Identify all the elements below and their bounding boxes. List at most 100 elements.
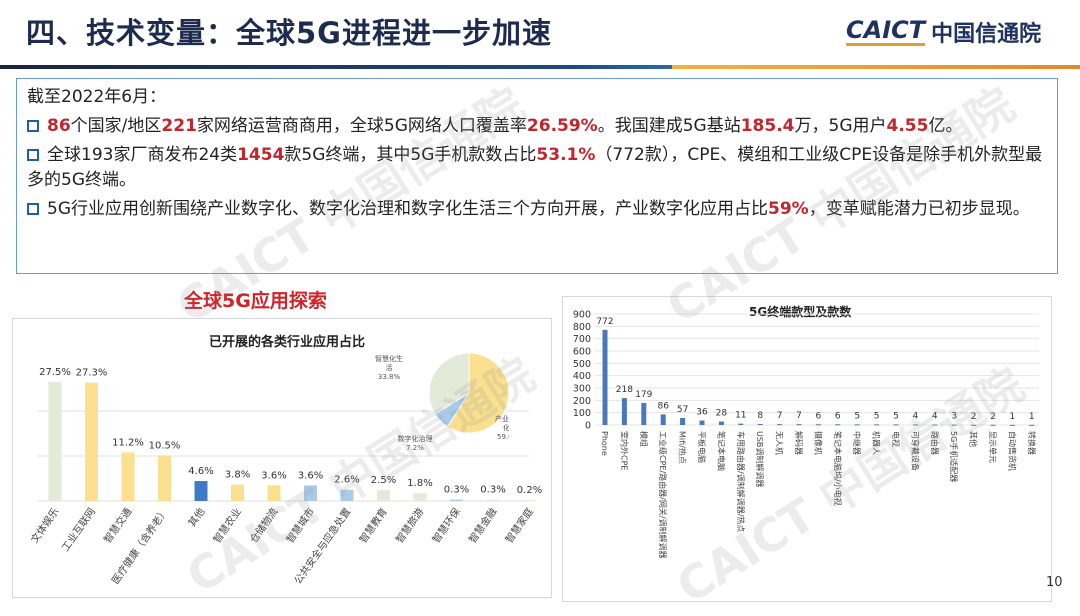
highlight-value: 59% xyxy=(768,199,809,219)
svg-text:摄像机: 摄像机 xyxy=(813,431,823,455)
svg-text:机器人: 机器人 xyxy=(872,431,882,455)
svg-text:100: 100 xyxy=(573,408,591,419)
industry-application-chart: 已开展的各类行业应用占比 27.5% 文体娱乐 27.3% 工业互联网 11.2% 智慧交… xyxy=(12,318,552,598)
svg-text:28: 28 xyxy=(716,409,728,419)
bar xyxy=(660,414,666,425)
svg-text:1.8%: 1.8% xyxy=(407,478,432,489)
summary-item: 86个国家/地区221家网络运营商商用，全球5G网络人口覆盖率26.59%。我国… xyxy=(27,114,1047,139)
svg-text:无人机: 无人机 xyxy=(775,431,785,455)
svg-text:室内外CPE: 室内外CPE xyxy=(619,431,629,470)
bar xyxy=(990,424,996,426)
svg-text:2: 2 xyxy=(990,412,996,422)
svg-text:218: 218 xyxy=(616,385,633,395)
bar xyxy=(680,417,686,425)
slide-header: 四、技术变量：全球5G进程进一步加速 CAICT 中国信通院 xyxy=(0,0,1080,60)
highlight-value: 185.4 xyxy=(740,116,795,136)
svg-text:57: 57 xyxy=(677,405,688,415)
svg-text:平板电脑: 平板电脑 xyxy=(697,431,707,463)
square-bullet-icon xyxy=(27,149,39,161)
svg-text:59.0%: 59.0% xyxy=(497,433,509,441)
highlight-value: 1454 xyxy=(237,145,285,165)
highlight-value: 26.59% xyxy=(526,116,598,136)
bar xyxy=(48,381,62,501)
svg-text:11.2%: 11.2% xyxy=(112,437,144,448)
bar xyxy=(194,481,208,501)
svg-text:86: 86 xyxy=(657,401,669,411)
svg-text:772: 772 xyxy=(596,317,613,327)
summary-item: 5G行业应用创新围绕产业数字化、数字化治理和数字化生活三个方向开展，产业数字化应… xyxy=(27,197,1047,222)
item-text: 86个国家/地区221家网络运营商商用，全球5G网络人口覆盖率26.59%。我国… xyxy=(47,116,963,136)
svg-text:179: 179 xyxy=(635,390,652,400)
svg-text:车用路由器/调制解调器/热点: 车用路由器/调制解调器/热点 xyxy=(736,431,746,532)
bar xyxy=(893,424,899,426)
svg-text:2.6%: 2.6% xyxy=(334,475,359,486)
svg-text:10.5%: 10.5% xyxy=(149,441,181,452)
bar xyxy=(912,424,918,426)
bar xyxy=(85,382,98,501)
svg-text:5: 5 xyxy=(874,411,880,421)
square-bullet-icon xyxy=(27,120,39,132)
logo-cn: 中国信通院 xyxy=(931,22,1042,47)
highlight-value: 221 xyxy=(161,116,197,136)
bar xyxy=(932,424,938,426)
svg-text:智慧家庭: 智慧家庭 xyxy=(502,505,536,545)
svg-text:5: 5 xyxy=(893,411,899,421)
svg-text:路由器: 路由器 xyxy=(930,431,940,455)
svg-text:活: 活 xyxy=(386,363,393,372)
svg-text:转换器: 转换器 xyxy=(1027,431,1037,455)
svg-text:笔记本电脑: 笔记本电脑 xyxy=(716,431,726,471)
bar xyxy=(486,499,500,501)
svg-text:400: 400 xyxy=(573,371,591,382)
svg-text:500: 500 xyxy=(573,359,591,370)
svg-text:6: 6 xyxy=(835,411,841,421)
terminal-bar-chart: 0100200300400500600700800900772Phone218室… xyxy=(573,310,1039,559)
bar xyxy=(158,455,171,501)
svg-text:智慧农业: 智慧农业 xyxy=(210,505,244,545)
summary-box: 截至2022年6月： 86个国家/地区221家网络运营商商用，全球5G网络人口覆… xyxy=(16,78,1058,274)
svg-text:3.6%: 3.6% xyxy=(298,470,323,481)
highlight-value: 53.1% xyxy=(536,145,596,165)
svg-text:智慧交通: 智慧交通 xyxy=(101,505,135,545)
bar xyxy=(854,424,860,426)
svg-text:USB调制解调器: USB调制解调器 xyxy=(755,431,765,487)
svg-text:300: 300 xyxy=(573,384,591,395)
bar xyxy=(340,489,354,501)
svg-text:工业级CPE/路由器/网关/调制解调器: 工业级CPE/路由器/网关/调制解调器 xyxy=(658,431,668,559)
bar xyxy=(777,424,783,426)
bar xyxy=(718,421,724,425)
svg-text:智慧金融: 智慧金融 xyxy=(466,505,500,545)
svg-text:可穿戴设备: 可穿戴设备 xyxy=(910,431,920,471)
svg-text:化: 化 xyxy=(503,423,509,432)
svg-text:33.8%: 33.8% xyxy=(378,373,401,381)
svg-text:2.5%: 2.5% xyxy=(371,475,396,486)
bar xyxy=(835,424,841,426)
terminal-type-chart: 5G终端款型及款数 0 100 200 300 400 500 600 700 800 900 77… xyxy=(562,296,1052,602)
svg-text:智慧旅游: 智慧旅游 xyxy=(393,505,427,545)
svg-text:1: 1 xyxy=(1029,412,1035,422)
pie-slice xyxy=(428,352,470,415)
svg-text:600: 600 xyxy=(573,347,591,358)
bar xyxy=(738,423,744,425)
svg-text:文体娱乐: 文体娱乐 xyxy=(28,505,62,545)
svg-text:3.8%: 3.8% xyxy=(225,470,250,481)
svg-text:4.6%: 4.6% xyxy=(188,466,213,477)
summary-item: 全球193家厂商发布24类1454款5G终端，其中5G手机款数占比53.1%（7… xyxy=(27,143,1047,193)
page-number: 10 xyxy=(1046,575,1063,590)
svg-text:0.3%: 0.3% xyxy=(444,485,469,496)
svg-text:其他: 其他 xyxy=(969,431,979,447)
date-line: 截至2022年6月： xyxy=(27,87,167,107)
svg-text:1: 1 xyxy=(1010,412,1016,422)
svg-text:仓储物流: 仓储物流 xyxy=(247,505,281,545)
svg-text:电视: 电视 xyxy=(891,431,901,447)
svg-text:其他: 其他 xyxy=(185,505,207,529)
svg-text:智慧城市: 智慧城市 xyxy=(283,505,317,545)
bar xyxy=(699,420,705,425)
svg-text:7: 7 xyxy=(796,411,802,421)
svg-text:0.2%: 0.2% xyxy=(517,485,542,496)
svg-text:0: 0 xyxy=(585,421,591,432)
svg-text:8: 8 xyxy=(757,411,763,421)
bar xyxy=(450,499,463,501)
svg-text:3: 3 xyxy=(951,412,957,422)
svg-text:4: 4 xyxy=(913,412,919,422)
